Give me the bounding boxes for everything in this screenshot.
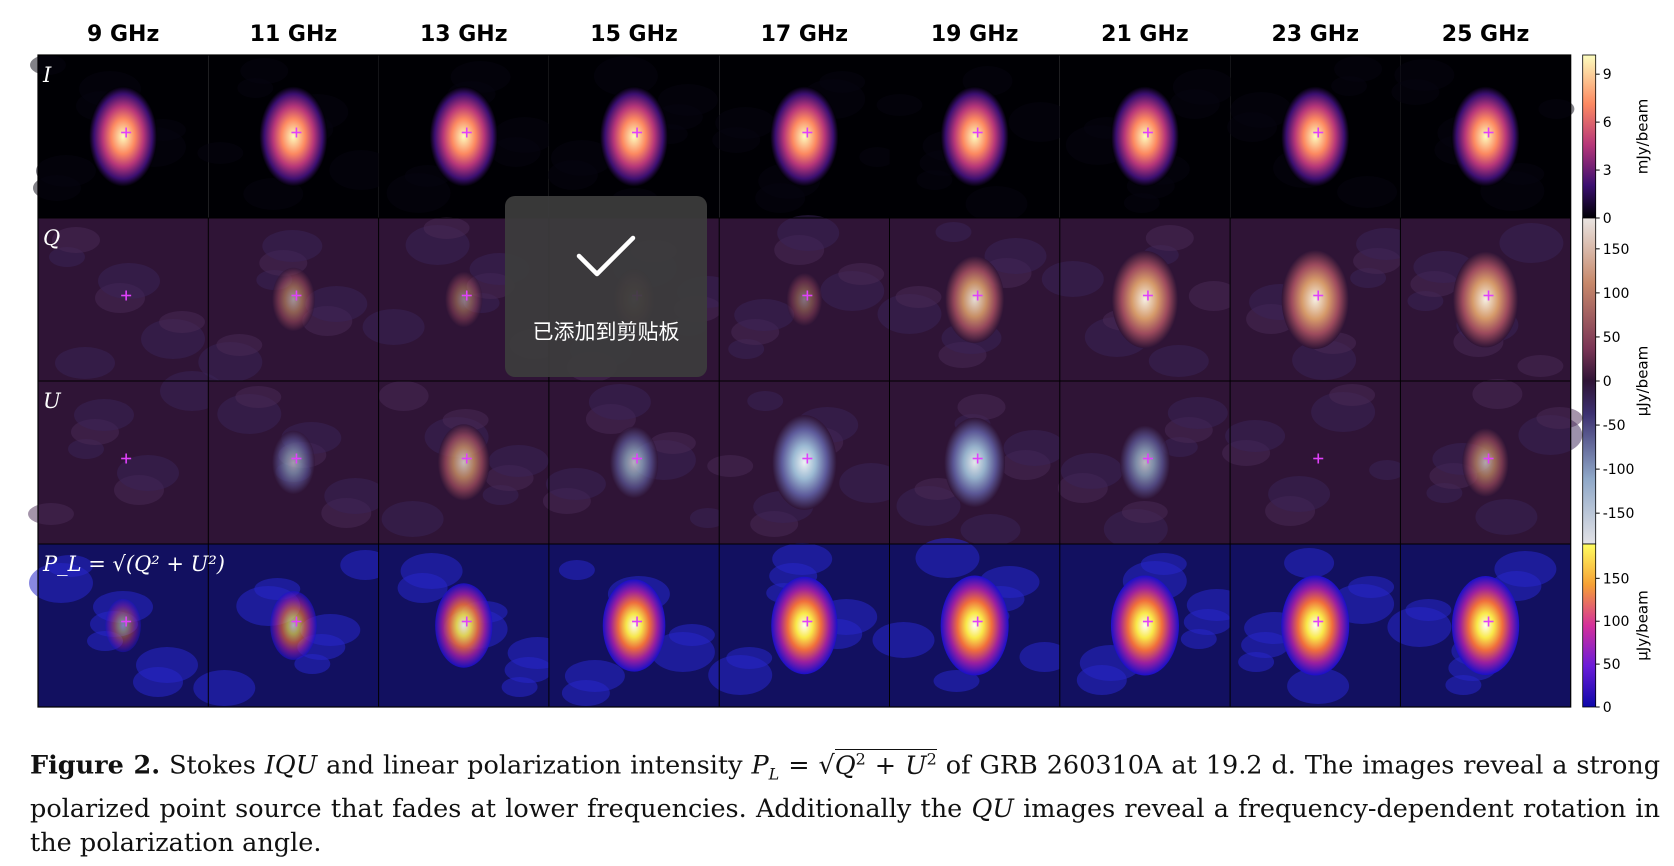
colorbar-tick-label: 6 <box>1603 115 1612 131</box>
checkmark-icon <box>576 235 636 277</box>
panel-i-6 <box>876 55 1073 222</box>
panel-q-7 <box>1041 218 1239 381</box>
panel-u-3 <box>378 381 549 544</box>
frequency-header: 9 GHz <box>87 22 159 47</box>
frequency-header: 23 GHz <box>1271 22 1359 47</box>
frequency-header: 21 GHz <box>1101 22 1189 47</box>
frequency-header: 25 GHz <box>1442 22 1530 47</box>
panel-p_l-9 <box>1387 544 1571 707</box>
panel-p_l-4 <box>548 544 720 707</box>
colorbar-2: 150 100 50 0 -50 -100 -150 μJy/beam <box>1582 217 1652 545</box>
panel-u-5 <box>707 381 904 544</box>
frequency-header: 19 GHz <box>931 22 1019 47</box>
colorbar-tick-label: 50 <box>1603 657 1621 673</box>
panel-u-4 <box>542 381 726 544</box>
row-label: U <box>43 389 62 413</box>
colorbar-3: 150 100 50 0 μJy/beam <box>1582 543 1652 716</box>
colorbar-tick-label: 3 <box>1603 163 1612 179</box>
panel-i-4 <box>547 55 720 218</box>
colorbar-tick-label: -150 <box>1603 506 1635 522</box>
row-label: P_L = √(Q² + U²) <box>42 552 225 576</box>
panel-p_l-8 <box>1230 544 1401 707</box>
colorbar-tick-label: 0 <box>1603 700 1612 716</box>
panel-i-5 <box>712 55 896 218</box>
panel-q-8 <box>1230 218 1417 381</box>
panel-q-5 <box>719 215 890 381</box>
panel-u-2 <box>208 381 387 544</box>
frequency-header: 15 GHz <box>590 22 678 47</box>
panel-q-1 <box>38 218 209 381</box>
clipboard-toast: 已添加到剪贴板 <box>505 196 707 377</box>
colorbar-tick-label: 0 <box>1603 374 1612 390</box>
colorbar-label: μJy/beam <box>1634 346 1652 416</box>
panel-i-3 <box>378 55 556 218</box>
caption-label: Figure 2. <box>30 750 161 781</box>
panel-i-9 <box>1391 55 1575 218</box>
figure-caption: Figure 2. Stokes IQU and linear polariza… <box>30 748 1661 858</box>
panel-p_l-5 <box>708 543 890 707</box>
colorbar-tick-label: 100 <box>1603 286 1630 302</box>
panel-p_l-3 <box>378 544 568 707</box>
panel-p_l-6 <box>872 538 1070 707</box>
frequency-header: 17 GHz <box>761 22 849 47</box>
panel-u-7 <box>1057 381 1231 549</box>
panel-q-2 <box>198 218 379 382</box>
row-label: Q <box>43 226 60 250</box>
colorbar-tick-label: 150 <box>1603 571 1630 587</box>
colorbar-tick-label: 9 <box>1603 67 1612 83</box>
panel-i-8 <box>1227 55 1401 218</box>
panel-u-1 <box>28 371 224 544</box>
colorbar-tick-label: 0 <box>1603 211 1612 227</box>
colorbar-label: mJy/beam <box>1634 99 1652 175</box>
panel-i-1 <box>30 55 209 218</box>
row-label: I <box>42 63 52 87</box>
colorbar-1: 9 6 3 0 mJy/beam <box>1582 54 1652 227</box>
colorbar-tick-label: -50 <box>1603 418 1626 434</box>
colorbar-label: μJy/beam <box>1634 590 1652 660</box>
panel-p_l-7 <box>1059 544 1247 707</box>
panel-i-2 <box>197 55 394 218</box>
panel-q-6 <box>877 218 1060 381</box>
panel-u-9 <box>1400 379 1583 544</box>
colorbar-tick-label: 100 <box>1603 614 1630 630</box>
panel-u-8 <box>1222 381 1406 544</box>
colorbar-tick-label: -100 <box>1603 462 1635 478</box>
frequency-header: 13 GHz <box>420 22 508 47</box>
toast-message: 已添加到剪贴板 <box>532 320 680 344</box>
figure-grid: 9 GHz 11 GHz 13 GHz 15 GHz 17 GHz 19 GHz 21 GH… <box>28 22 1652 716</box>
panel-u-6 <box>889 381 1066 546</box>
frequency-header: 11 GHz <box>250 22 338 47</box>
panel-p_l-1 <box>29 544 209 707</box>
panel-p_l-2 <box>193 544 391 707</box>
panel-i-7 <box>1059 55 1235 218</box>
colorbar-tick-label: 50 <box>1603 330 1621 346</box>
panel-q-9 <box>1400 218 1571 381</box>
colorbar-tick-label: 150 <box>1603 242 1630 258</box>
